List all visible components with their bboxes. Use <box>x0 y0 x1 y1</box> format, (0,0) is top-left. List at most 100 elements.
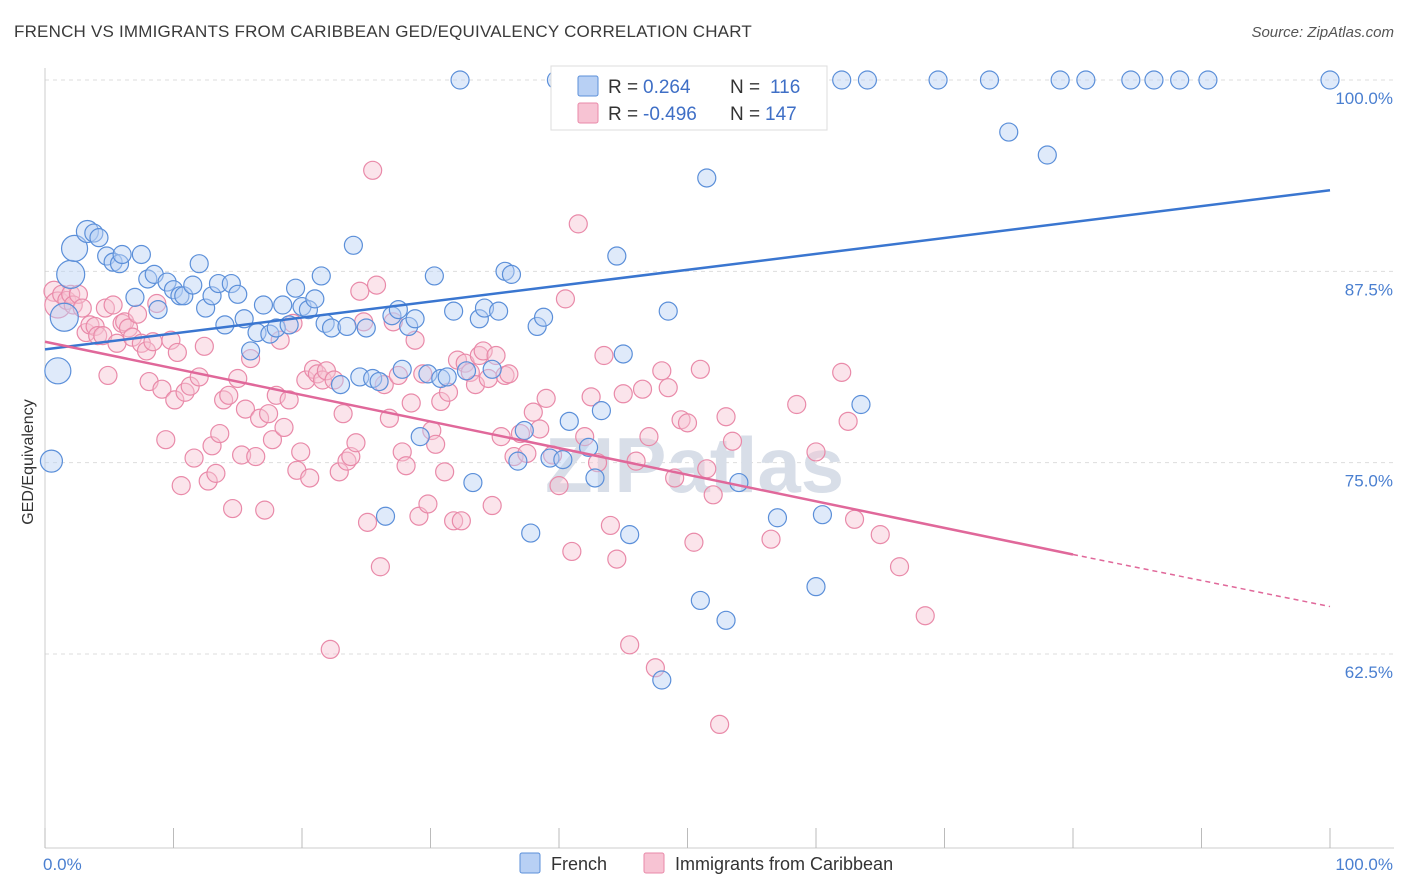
y-tick-label: 100.0% <box>1335 89 1393 108</box>
caribbean-point <box>147 293 167 314</box>
french-point <box>60 234 89 262</box>
french-point <box>330 375 351 395</box>
caribbean-point <box>350 281 370 301</box>
french-point <box>658 301 678 321</box>
french-point <box>469 309 489 329</box>
caribbean-point <box>645 658 665 678</box>
caribbean-point <box>184 448 204 468</box>
french-point <box>215 315 235 335</box>
french-point <box>418 364 438 384</box>
french-point <box>89 228 109 248</box>
y-tick-labels: 62.5% 75.0% 87.5% 100.0% <box>1335 89 1393 682</box>
french-point <box>337 316 357 337</box>
caribbean-point <box>562 541 582 562</box>
caribbean-point <box>296 370 316 390</box>
french-point <box>202 286 222 306</box>
french-point <box>311 266 331 286</box>
carib-trend-line <box>44 340 1074 556</box>
carib-r-value: -0.496 <box>643 104 697 125</box>
french-point <box>613 344 633 364</box>
caribbean-point <box>346 433 366 453</box>
caribbean-point <box>677 413 698 433</box>
french-point <box>148 300 168 320</box>
french-point <box>39 449 64 473</box>
french-point <box>697 168 717 188</box>
caribbean-points <box>43 160 935 735</box>
french-point <box>392 359 412 379</box>
french-point <box>1320 70 1340 90</box>
french-point <box>1198 70 1218 90</box>
caribbean-point <box>127 304 148 324</box>
french-point <box>690 590 710 611</box>
y-tick-label: 62.5% <box>1345 663 1393 682</box>
caribbean-point <box>255 500 275 520</box>
caribbean-point <box>639 427 659 447</box>
chart-title: FRENCH VS IMMIGRANTS FROM CARIBBEAN GED/… <box>14 22 752 41</box>
caribbean-point <box>806 442 826 462</box>
legend-carib-swatch <box>643 852 665 874</box>
caribbean-point <box>165 390 185 410</box>
caribbean-point <box>363 160 383 180</box>
french-point <box>578 437 599 457</box>
french-point <box>125 287 145 307</box>
french-point <box>431 368 451 389</box>
caribbean-point <box>613 384 633 404</box>
caribbean-point <box>600 515 621 536</box>
french-point <box>832 70 852 90</box>
french-point <box>253 295 274 315</box>
french-point <box>343 235 363 255</box>
french-point <box>812 505 833 525</box>
y-axis-label: GED/Equivalency <box>20 399 37 524</box>
caribbean-point <box>228 368 248 389</box>
carib-swatch <box>577 102 599 124</box>
trend-lines <box>44 188 1331 608</box>
y-tick-label: 75.0% <box>1345 472 1393 491</box>
caribbean-point <box>156 430 176 450</box>
french-point <box>321 318 342 338</box>
caribbean-point <box>249 408 270 428</box>
caribbean-point <box>716 407 736 427</box>
caribbean-point <box>473 341 493 361</box>
caribbean-point <box>274 417 294 438</box>
french-r-value: 0.264 <box>643 77 691 98</box>
french-point <box>1170 70 1190 90</box>
french-point <box>1144 70 1164 90</box>
french-n-label: N = <box>730 77 760 98</box>
legend-french-label: French <box>551 854 607 874</box>
caribbean-point <box>98 365 118 386</box>
caribbean-point <box>418 494 438 514</box>
french-point <box>49 302 79 332</box>
caribbean-point <box>607 549 627 569</box>
caribbean-point <box>838 411 858 431</box>
caribbean-point <box>915 606 935 626</box>
caribbean-point <box>161 330 181 350</box>
axes <box>44 68 1394 849</box>
carib-n-value: 147 <box>765 104 797 125</box>
caribbean-point <box>555 289 576 309</box>
french-trend-line <box>44 188 1331 351</box>
legend-carib-label: Immigrants from Caribbean <box>675 854 893 874</box>
caribbean-point <box>206 463 226 483</box>
french-point <box>221 273 241 294</box>
caribbean-point <box>175 382 195 402</box>
caribbean-point <box>396 456 416 476</box>
caribbean-point <box>658 378 678 398</box>
caribbean-point <box>370 557 390 577</box>
caribbean-point <box>383 312 403 332</box>
caribbean-point <box>223 498 243 519</box>
french-point <box>456 361 477 381</box>
caribbean-point <box>401 393 421 413</box>
french-point <box>405 309 425 329</box>
caribbean-point <box>270 330 290 350</box>
caribbean-point <box>202 436 222 456</box>
caribbean-point <box>333 404 353 424</box>
caribbean-point <box>549 476 569 496</box>
french-point <box>450 70 470 90</box>
french-point <box>559 411 579 431</box>
french-point <box>1121 70 1141 90</box>
caribbean-point <box>235 399 256 419</box>
watermark: ZIPatlas <box>545 421 844 509</box>
caribbean-point <box>482 495 502 516</box>
french-point <box>157 272 177 292</box>
french-point <box>298 300 319 320</box>
